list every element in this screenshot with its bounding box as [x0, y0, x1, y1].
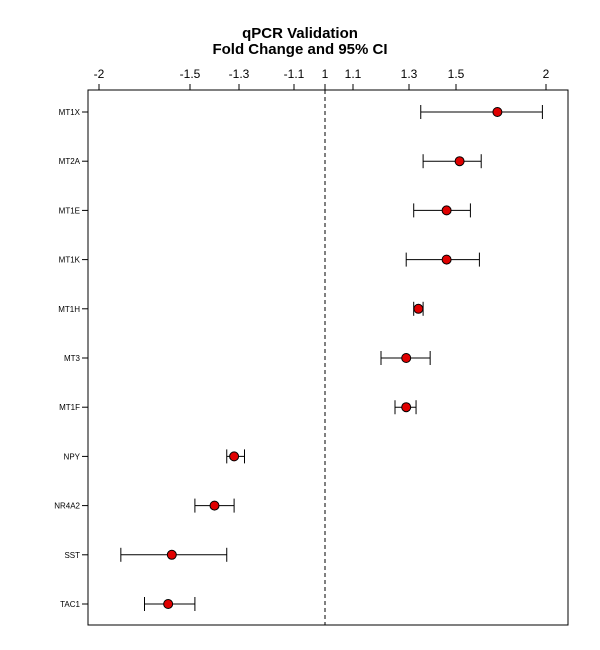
gene-label: MT2A [59, 157, 81, 166]
fold-change-point [401, 353, 412, 363]
gene-label: SST [64, 551, 80, 560]
x-tick-label: -1.3 [229, 67, 250, 81]
gene-label: MT1K [59, 256, 81, 265]
x-tick-label: -1.5 [180, 67, 201, 81]
fold-change-point [492, 107, 503, 117]
fold-change-point [413, 303, 424, 314]
fold-change-point [163, 599, 174, 609]
fold-change-point [229, 451, 240, 462]
fold-change-point [441, 254, 452, 265]
gene-label: MT1F [59, 403, 80, 412]
plot-frame [87, 89, 569, 626]
fold-change-point [401, 402, 412, 413]
fold-change-point [209, 500, 220, 511]
chart-title: qPCR Validation [242, 25, 358, 42]
gene-label: MT1X [59, 108, 81, 117]
x-tick-label: 1.5 [448, 67, 465, 81]
x-tick-label: 2 [543, 67, 550, 81]
gene-label: MT3 [64, 354, 81, 363]
x-tick-label: 1.1 [345, 67, 362, 81]
fold-change-point [441, 205, 452, 216]
fold-change-point [166, 549, 177, 560]
gene-label: TAC1 [60, 600, 80, 609]
x-tick-label: 1 [322, 67, 329, 81]
x-tick-label: 1.3 [401, 67, 418, 81]
gene-label: NR4A2 [54, 502, 80, 511]
gene-label: MT1H [58, 305, 80, 314]
gene-label: MT1E [59, 206, 80, 215]
chart-subtitle: Fold Change and 95% CI [212, 41, 388, 58]
fold-change-point [454, 156, 465, 167]
x-tick-label: -1.1 [284, 67, 305, 81]
gene-label: NPY [64, 452, 81, 461]
x-tick-label: -2 [94, 67, 105, 81]
